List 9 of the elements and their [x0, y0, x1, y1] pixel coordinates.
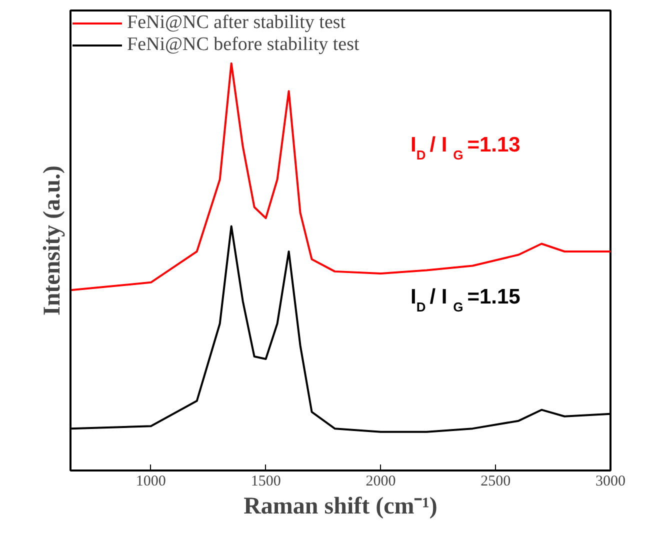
x-tick-label: 2000 — [366, 474, 396, 490]
x-tick-label: 2500 — [480, 474, 511, 490]
legend-label: FeNi@NC after stability test — [127, 12, 346, 34]
legend-label: FeNi@NC before stability test — [127, 34, 360, 56]
x-tick-label: 1000 — [136, 474, 166, 490]
x-tick-label: 1500 — [250, 474, 281, 490]
y-axis-title: Intensity (a.u.) — [40, 165, 66, 316]
x-axis-title: Raman shift (cm⁻¹) — [244, 494, 438, 520]
x-tick-label: 3000 — [596, 474, 626, 490]
